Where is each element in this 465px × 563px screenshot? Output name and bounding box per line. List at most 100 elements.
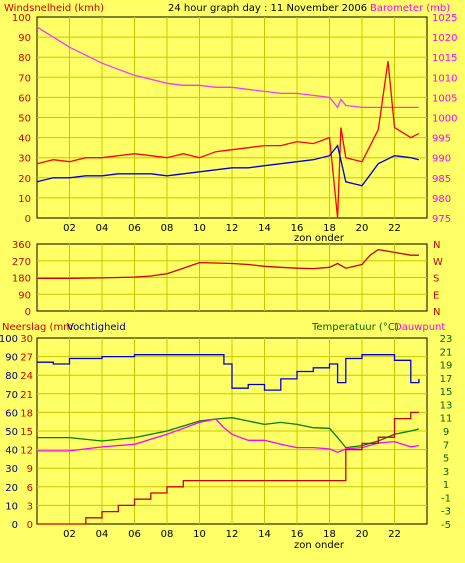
rain-y-tick-label: 21 <box>20 390 33 401</box>
temperature-y-tick-label: 1 <box>443 480 449 491</box>
temperature-y-tick-label: 15 <box>440 387 453 398</box>
compass-tick-label: S <box>433 274 439 285</box>
dewpoint-axis-title: Dauwpunt <box>394 322 445 333</box>
temperature-y-tick-label: 3 <box>443 467 449 478</box>
rain-y-tick-label: 3 <box>27 501 33 512</box>
barometer-y-tick-label: 1005 <box>432 93 457 104</box>
wind-axis-title: Windsnelheid (kmh) <box>4 3 104 14</box>
x-tick-label: 04 <box>96 223 109 234</box>
humidity-y-tick-label: 30 <box>5 464 18 475</box>
wind-direction-line <box>37 248 419 280</box>
temperature-y-tick-label: 7 <box>443 440 449 451</box>
barometer-y-tick-label: 1015 <box>432 53 457 64</box>
wind-y-tick-label: 80 <box>18 53 31 64</box>
x-tick-label: 22 <box>388 223 401 234</box>
humidity-y-tick-label: 20 <box>5 483 18 494</box>
x-tick-label: 02 <box>63 529 76 540</box>
barometer-y-tick-label: 990 <box>432 154 451 165</box>
x-tick-label: 02 <box>63 223 76 234</box>
barometer-y-tick-label: 975 <box>432 214 451 225</box>
humidity-y-tick-label: 50 <box>5 427 18 438</box>
humidity-y-tick-label: 0 <box>12 520 18 531</box>
x-tick-label: 04 <box>96 529 109 540</box>
temperature-y-tick-label: 19 <box>440 361 453 372</box>
direction-panel-series <box>37 248 419 280</box>
temperature-y-tick-label: -5 <box>441 520 451 531</box>
wind-gust-line <box>36 61 420 219</box>
humidity-y-tick-label: 10 <box>5 501 18 512</box>
direction-y-tick-label: 270 <box>12 257 31 268</box>
x-tick-label: 16 <box>291 529 304 540</box>
wind-y-tick-label: 0 <box>25 214 31 225</box>
barometer-y-tick-label: 980 <box>432 194 451 205</box>
sunset-label-bottom: zon onder <box>294 540 345 551</box>
temperature-y-tick-label: 13 <box>440 400 453 411</box>
wind-y-tick-label: 90 <box>18 33 31 44</box>
temperature-y-tick-label: -3 <box>441 507 451 518</box>
humidity-axis-title: Vochtigheid <box>67 322 126 333</box>
wind-y-tick-label: 50 <box>18 114 31 125</box>
temperature-y-tick-label: 11 <box>440 414 453 425</box>
humidity-y-tick-label: 70 <box>5 390 18 401</box>
x-tick-label: 10 <box>193 223 206 234</box>
rain-y-tick-label: 24 <box>20 371 33 382</box>
wind-y-tick-label: 40 <box>18 134 31 145</box>
wind-y-tick-label: 30 <box>18 154 31 165</box>
humidity-y-tick-label: 60 <box>5 408 18 419</box>
barometer-line <box>36 26 419 109</box>
chart-title: 24 hour graph day : 11 November 2006 <box>168 3 367 14</box>
temperature-line <box>37 417 420 449</box>
temperature-y-tick-label: 21 <box>440 347 453 358</box>
barometer-y-tick-label: 1000 <box>432 114 457 125</box>
humidity-y-tick-label: 40 <box>5 446 18 457</box>
barometer-y-tick-label: 985 <box>432 174 451 185</box>
x-tick-label: 12 <box>226 529 239 540</box>
barometer-y-tick-label: 995 <box>432 134 451 145</box>
rain-y-tick-label: 15 <box>20 427 33 438</box>
rain-y-tick-label: 6 <box>27 483 33 494</box>
x-tick-label: 08 <box>161 223 174 234</box>
compass-tick-label: N <box>433 240 440 251</box>
temperature-y-tick-label: 9 <box>443 427 449 438</box>
x-tick-label: 16 <box>291 223 304 234</box>
x-tick-label: 10 <box>193 529 206 540</box>
x-tick-label: 14 <box>258 223 271 234</box>
x-tick-label: 12 <box>226 223 239 234</box>
axis-labels: 0102030405060708090100975980985990995100… <box>0 13 457 540</box>
temperature-y-tick-label: -1 <box>441 493 451 504</box>
direction-y-tick-label: 90 <box>18 290 31 301</box>
compass-tick-label: W <box>433 257 443 268</box>
x-tick-label: 20 <box>356 529 369 540</box>
humidity-y-tick-label: 90 <box>5 353 18 364</box>
barometer-axis-title: Barometer (mb) <box>370 3 450 14</box>
x-tick-label: 14 <box>258 529 271 540</box>
barometer-y-tick-label: 1010 <box>432 73 457 84</box>
rain-y-tick-label: 9 <box>27 464 33 475</box>
top-panel-series <box>36 26 420 219</box>
humidity-y-tick-label: 100 <box>0 334 18 345</box>
temperature-y-tick-label: 17 <box>440 374 453 385</box>
compass-tick-label: E <box>433 290 439 301</box>
wind-average-line <box>36 144 420 187</box>
x-tick-label: 18 <box>323 529 336 540</box>
barometer-y-tick-label: 1020 <box>432 33 457 44</box>
rain-axis-title: Neerslag (mm <box>2 322 73 333</box>
wind-y-tick-label: 60 <box>18 93 31 104</box>
temperature-axis-title: Temperatuur (°C) <box>311 322 399 333</box>
wind-y-tick-label: 100 <box>12 13 31 24</box>
temperature-y-tick-label: 5 <box>443 454 449 465</box>
temperature-y-tick-label: 23 <box>440 334 453 345</box>
sunset-label-top: zon onder <box>294 233 345 244</box>
direction-y-tick-label: 0 <box>25 307 31 318</box>
humidity-line <box>37 354 420 391</box>
x-tick-label: 22 <box>388 529 401 540</box>
rain-y-tick-label: 27 <box>20 353 33 364</box>
wind-y-tick-label: 20 <box>18 174 31 185</box>
humidity-y-tick-label: 80 <box>5 371 18 382</box>
bottom-panel-series <box>37 354 420 525</box>
rain-y-tick-label: 18 <box>20 408 33 419</box>
rain-y-tick-label: 0 <box>27 520 33 531</box>
dewpoint-line <box>37 418 420 454</box>
x-tick-label: 08 <box>161 529 174 540</box>
